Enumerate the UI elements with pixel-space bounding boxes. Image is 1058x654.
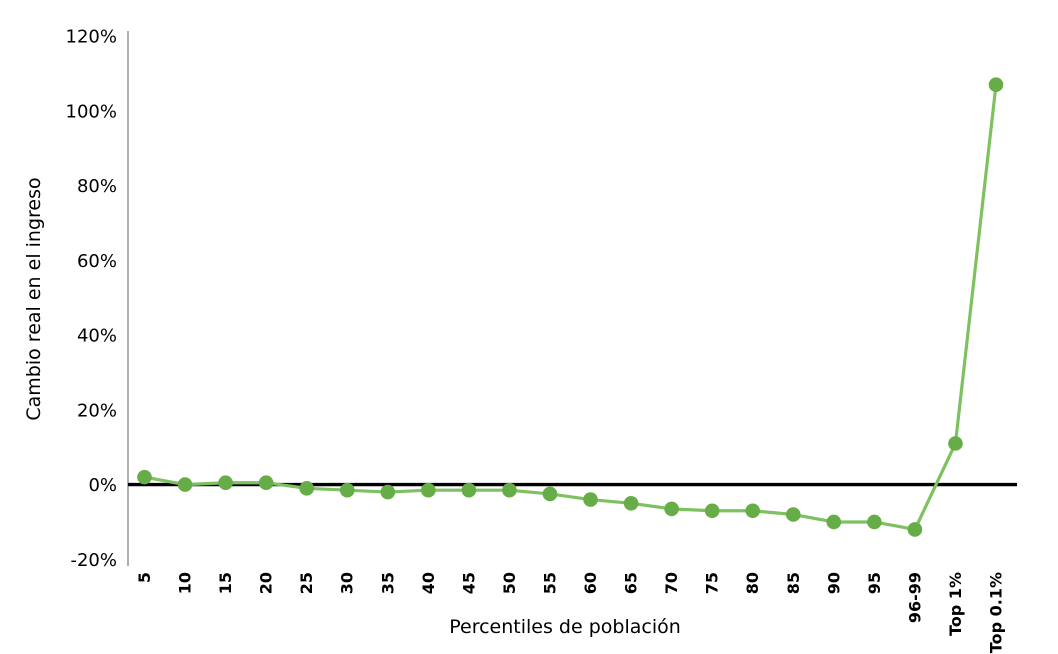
data-point-marker xyxy=(785,507,801,522)
data-point-marker xyxy=(137,469,152,485)
data-point-marker xyxy=(380,484,396,500)
y-tick-label: 80% xyxy=(77,176,117,197)
x-tick-label: 96-99 xyxy=(905,572,924,623)
y-tick-label: 100% xyxy=(66,101,117,122)
data-point-marker xyxy=(583,492,598,507)
data-point-marker xyxy=(745,503,761,519)
x-tick-label: 20 xyxy=(257,572,276,594)
data-point-marker xyxy=(339,482,355,498)
x-tick-label: 50 xyxy=(500,572,519,594)
data-point-marker xyxy=(177,477,193,492)
y-tick-label: 0% xyxy=(88,475,117,496)
x-tick-label: 40 xyxy=(419,572,438,594)
data-point-marker xyxy=(299,481,314,496)
x-tick-label: 85 xyxy=(784,572,803,594)
data-point-marker xyxy=(664,501,679,517)
data-point-marker xyxy=(826,514,842,530)
x-tick-label: 5 xyxy=(135,572,154,583)
y-tick-label: 60% xyxy=(77,251,117,272)
data-point-marker xyxy=(623,495,639,511)
x-tick-label: Top 1% xyxy=(946,572,965,636)
x-tick-label: 60 xyxy=(581,572,600,594)
x-tick-label: Top 0.1% xyxy=(987,572,1006,653)
y-tick-label: 120% xyxy=(66,27,117,48)
x-tick-label: 75 xyxy=(703,572,722,594)
data-line xyxy=(144,84,998,532)
x-tick-label: 25 xyxy=(297,572,316,594)
data-point-marker xyxy=(948,436,963,451)
chart-plot-area: -20% 0% 20% 40% 60% 80% 100% 120% 5 10 15 20 25 30 35 4… xyxy=(66,27,1017,653)
data-point-marker xyxy=(988,77,1004,92)
x-tick-label: 90 xyxy=(824,572,843,594)
x-tick-label: 65 xyxy=(622,572,641,594)
data-point-marker xyxy=(421,482,436,498)
x-tick-label: 15 xyxy=(216,572,235,594)
data-point-marker xyxy=(542,486,558,502)
x-tick-label: 55 xyxy=(540,572,559,594)
x-axis-title: Percentiles de población xyxy=(449,616,681,638)
y-tick-label: 40% xyxy=(77,326,117,347)
x-tick-label: 30 xyxy=(338,572,357,594)
y-tick-label: 20% xyxy=(77,400,117,421)
y-tick-label: -20% xyxy=(70,550,117,571)
data-point-marker xyxy=(867,514,882,530)
data-point-marker xyxy=(461,482,477,498)
data-point-marker xyxy=(704,503,720,519)
y-axis-title: Cambio real en el ingreso xyxy=(23,177,45,420)
x-tick-label: 70 xyxy=(662,572,681,594)
x-tick-label: 80 xyxy=(743,572,762,594)
data-point-marker xyxy=(218,475,233,491)
data-point-marker xyxy=(502,482,517,498)
data-point-marker xyxy=(907,522,923,537)
x-tick-label: 95 xyxy=(865,572,884,594)
x-tick-label: 45 xyxy=(459,572,478,594)
data-point-marker xyxy=(258,475,274,491)
x-tick-label: 10 xyxy=(176,572,195,594)
x-tick-label: 35 xyxy=(378,572,397,594)
